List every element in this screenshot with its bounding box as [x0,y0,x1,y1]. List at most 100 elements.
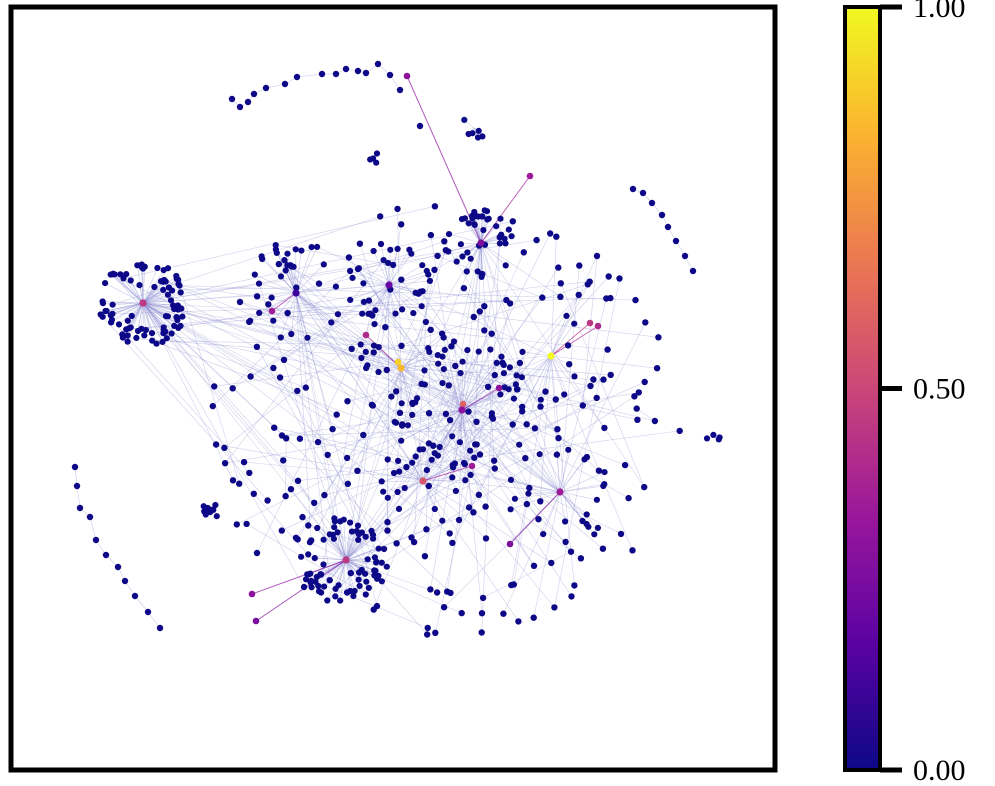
colorbar-tick-label: 1.00 [913,0,966,24]
graph-node [425,482,432,490]
graph-edge [251,559,347,595]
graph-node [308,537,315,544]
graph-node [394,358,402,366]
graph-edge [434,391,546,454]
graph-edge [397,480,424,493]
graph-node [477,239,485,247]
graph-edge [142,281,164,304]
graph-node [311,499,318,506]
graph-node [482,535,490,542]
graph-node [448,343,455,350]
graph-edge [142,302,153,334]
graph-node [576,262,583,269]
graph-node [280,457,287,464]
graph-node [121,577,129,585]
graph-node [161,329,169,336]
graph-node [536,451,543,458]
graph-node [212,441,220,448]
graph-edge [559,298,607,493]
graph-edge [556,454,561,493]
graph-edge [422,464,453,482]
graph-edge [419,449,424,482]
graph-node [314,243,321,250]
graph-node [268,307,276,315]
graph-node [229,477,237,484]
graph-edge [428,413,535,566]
graph-edge [420,291,561,493]
graph-node [555,264,562,271]
graph-edge [142,302,234,481]
graph-edge [142,302,178,321]
graph-node [163,335,170,342]
graph-edge [539,454,561,493]
graph-edge [145,329,523,408]
graph-edge [400,337,444,369]
graph-edge [254,274,297,294]
graph-edge [480,242,541,407]
graph-node [631,393,638,400]
graph-edge [550,355,658,369]
graph-node [392,310,399,317]
graph-edge [345,539,359,561]
graph-node [501,235,508,242]
graph-node [445,231,453,238]
graph-node [513,372,520,379]
graph-edge [100,314,268,501]
graph-node [465,504,473,511]
graph-node [347,569,354,577]
graph-edge [253,493,309,555]
graph-edge [454,409,463,464]
graph-node [99,298,106,305]
graph-node [446,417,454,424]
graph-node [475,348,482,355]
graph-edge [399,471,424,482]
graph-edge [439,409,463,448]
graph-node [364,362,371,369]
graph-node [681,252,689,260]
graph-node [539,294,546,301]
graph-node [370,349,377,356]
graph-edge [373,352,466,481]
graph-node [365,584,372,592]
graph-edge [236,409,463,525]
graph-edge [406,75,482,244]
graph-node [348,528,356,535]
graph-edge [429,351,463,411]
graph-edge [347,284,390,484]
graph-edge [461,364,505,411]
graph-edge [142,266,146,304]
graph-edge [401,279,561,493]
graph-node [393,419,400,426]
graph-edge [105,221,513,312]
graph-edge [216,444,424,482]
graph-node [390,469,398,477]
graph-edge [461,233,551,411]
graph-edge [126,281,590,330]
graph-edge [391,367,402,397]
graph-edge [400,367,561,493]
graph-edge [437,363,539,520]
graph-edge [142,267,158,304]
graph-node [472,212,479,219]
graph-node [460,285,468,292]
graph-node [586,278,593,285]
graph-node [641,483,648,491]
graph-node [370,606,377,613]
graph-edge [142,302,172,334]
graph-node [566,361,573,368]
graph-edge [550,325,599,357]
graph-edge [400,367,413,405]
graph-edge [480,242,645,488]
graph-edge [510,479,561,493]
graph-node [380,257,387,264]
graph-node [347,296,354,303]
graph-edge [290,292,297,334]
graph-edge [345,559,438,593]
graph-node [270,364,277,372]
graph-node [278,527,285,534]
graph-edge [142,302,518,390]
graph-node [229,385,236,392]
graph-node [296,435,304,442]
graph-edge [480,242,561,493]
graph-edge [309,541,347,561]
